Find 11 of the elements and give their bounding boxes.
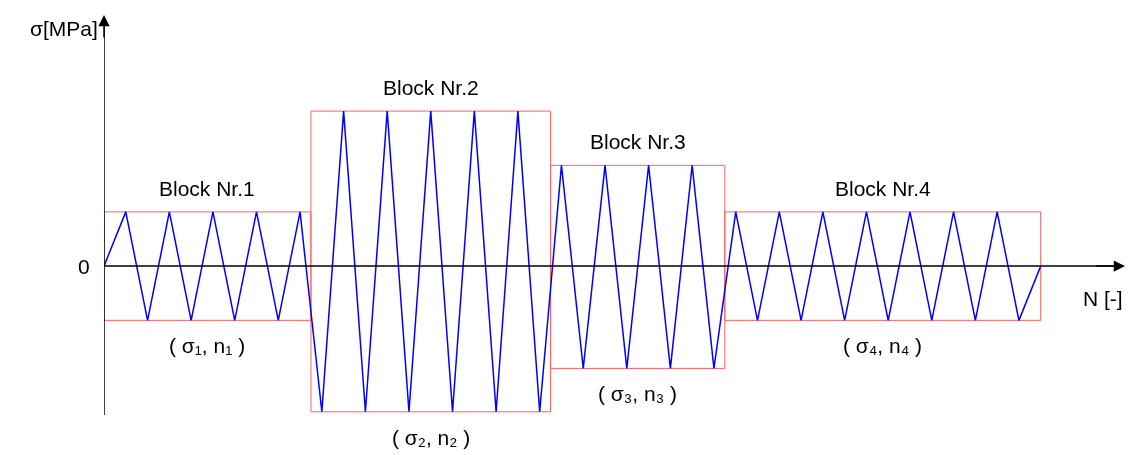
text: Block Nr.2 — [383, 76, 479, 99]
text: 0 — [78, 255, 90, 278]
annotation: ( σ₃, n₃ ) — [598, 382, 678, 405]
annotation: Block Nr.4 — [835, 177, 932, 200]
annotation: Block Nr.3 — [590, 130, 686, 153]
annotation: ( σ₄, n₄ ) — [843, 334, 923, 357]
x-axis-title: N [-] — [1083, 287, 1123, 310]
annotation: ( σ₁, n₁ ) — [169, 334, 246, 357]
y-axis-title: σ[MPa] — [30, 17, 98, 40]
annotation: Block Nr.1 — [159, 177, 255, 200]
text: ( σ₂, n₂ ) — [392, 426, 471, 449]
